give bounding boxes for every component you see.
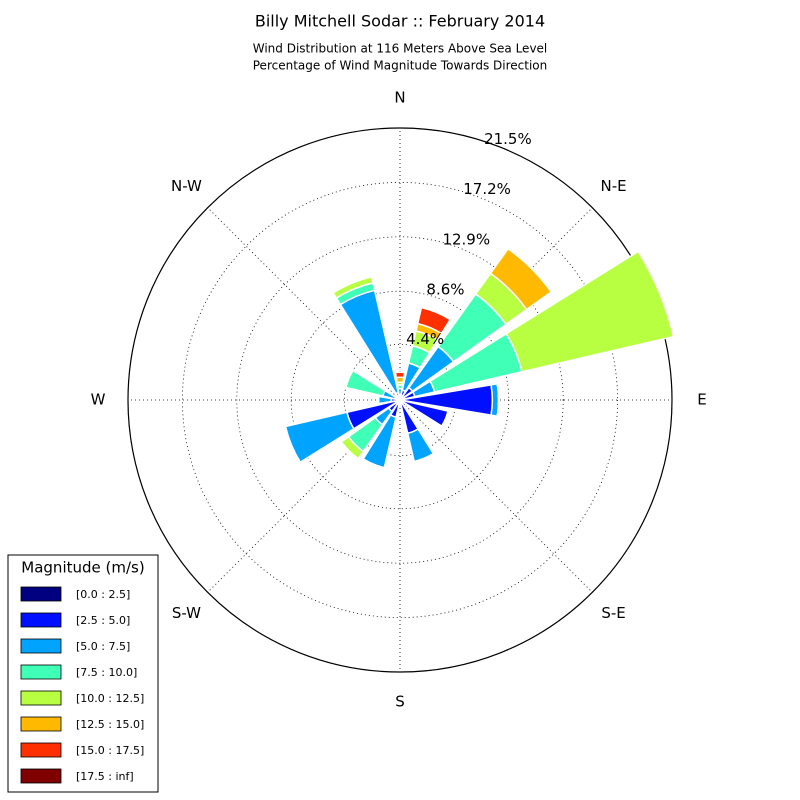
bar-segment	[637, 250, 675, 337]
radial-tick-label: 17.2%	[463, 180, 511, 198]
grid-line	[207, 399, 401, 593]
legend-swatch	[20, 690, 62, 706]
grid-circle	[236, 236, 564, 564]
legend-swatch	[20, 664, 62, 680]
direction-label: S-E	[601, 604, 625, 622]
legend-swatch	[20, 586, 62, 602]
legend-swatch	[20, 638, 62, 654]
grid-circle	[181, 181, 619, 619]
legend-swatch	[20, 612, 62, 628]
grid-line	[399, 399, 593, 593]
legend-label: [2.5 : 5.0]	[76, 614, 130, 627]
legend-label: [15.0 : 17.5]	[76, 744, 144, 757]
direction-label: S-W	[172, 604, 201, 622]
legend-swatch	[20, 742, 62, 758]
direction-label: N-E	[600, 177, 626, 195]
direction-label: S	[395, 693, 405, 711]
legend-swatch	[20, 716, 62, 732]
bar-segment	[340, 441, 359, 460]
direction-label: N	[394, 89, 405, 107]
polar-frame	[127, 127, 673, 673]
legend-label: [0.0 : 2.5]	[76, 588, 130, 601]
chart-subtitle: Percentage of Wind Magnitude Towards Dir…	[253, 59, 547, 73]
legend-title: Magnitude (m/s)	[21, 559, 144, 577]
direction-label: W	[91, 391, 106, 409]
legend-label: [10.0 : 12.5]	[76, 692, 144, 705]
legend-label: [5.0 : 7.5]	[76, 640, 130, 653]
bar-segment	[284, 426, 301, 463]
chart-subtitle: Wind Distribution at 116 Meters Above Se…	[253, 42, 548, 56]
direction-label: N-W	[171, 177, 202, 195]
radial-tick-label: 12.9%	[442, 230, 490, 248]
radial-tick-label: 4.4%	[406, 330, 444, 348]
bar-segment	[421, 306, 451, 321]
direction-label: E	[697, 391, 706, 409]
bar-segment	[362, 458, 385, 469]
chart-title: Billy Mitchell Sodar :: February 2014	[255, 12, 545, 31]
legend-swatch	[20, 768, 62, 784]
bar-segment	[507, 248, 552, 293]
grid-line	[207, 207, 401, 401]
bar-segment	[441, 410, 449, 427]
legend-label: [7.5 : 10.0]	[76, 666, 137, 679]
radial-tick-label: 21.5%	[484, 130, 532, 148]
legend-label: [17.5 : inf]	[76, 770, 134, 783]
legend-label: [12.5 : 15.0]	[76, 718, 144, 731]
radial-tick-label: 8.6%	[426, 281, 464, 299]
